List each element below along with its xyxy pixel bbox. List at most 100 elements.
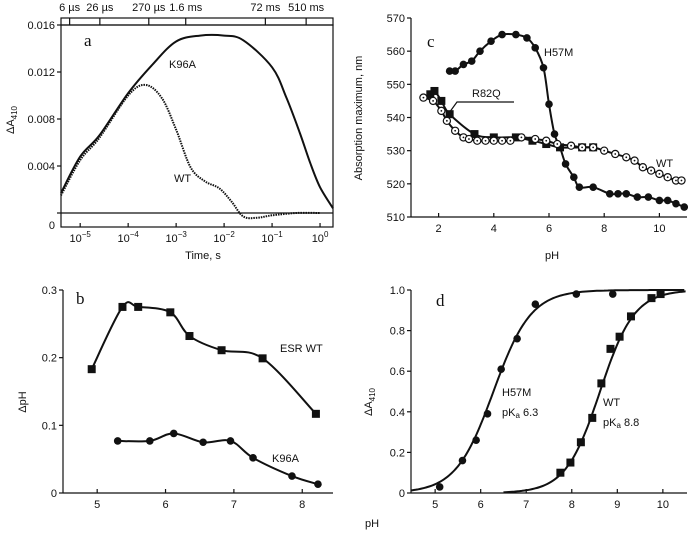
c-point-center-wt — [476, 139, 479, 142]
a-y-tick-label: 0.016 — [27, 20, 55, 32]
c-point-r82q — [445, 110, 454, 119]
c-point-center-wt — [680, 179, 683, 182]
c-point-h57m — [459, 60, 468, 69]
b-point-k96a — [249, 454, 257, 462]
a-top-tick-label: 510 ms — [288, 2, 325, 14]
d-pka-label-wt: pKa 8.8 — [603, 417, 639, 430]
b-x-tick-label: 7 — [231, 499, 237, 511]
a-y-tick-label: 0.012 — [27, 67, 55, 79]
d-point-h57m — [472, 436, 480, 445]
c-point-center-wt — [534, 138, 537, 140]
c-point-h57m — [605, 189, 614, 198]
a-line-k96a — [60, 33, 334, 209]
d-fit-curve-h57m — [410, 289, 685, 492]
c-point-r82q — [556, 143, 565, 152]
b-point-k96a — [113, 437, 122, 445]
b-point-esr-wt — [166, 308, 175, 317]
a-top-tick-label: 26 µs — [86, 2, 114, 14]
c-x-tick-label: 4 — [491, 223, 497, 235]
c-point-h57m — [476, 47, 484, 55]
c-point-h57m — [498, 30, 506, 39]
d-point-h57m — [513, 334, 521, 343]
a-top-tick-label: 6 µs — [59, 2, 81, 14]
c-point-center-wt — [445, 119, 448, 122]
c-series-label-wt: WT — [656, 158, 673, 170]
d-point-wt — [597, 379, 606, 388]
a-series-label-k96a: K96A — [169, 59, 197, 71]
c-point-center-wt — [581, 146, 584, 149]
c-y-tick-label: 560 — [387, 46, 405, 58]
panel-label-b: b — [76, 289, 85, 308]
c-point-center-wt — [658, 172, 661, 175]
c-y-tick-label: 520 — [387, 179, 405, 191]
b-ylabel: ΔpH — [17, 391, 29, 412]
c-point-r82q — [437, 96, 446, 105]
c-point-h57m — [589, 183, 597, 191]
b-x-tick-label: 5 — [94, 499, 100, 511]
d-point-wt — [556, 468, 565, 477]
c-point-r82q — [426, 90, 435, 99]
panel-label-c: c — [427, 32, 435, 51]
b-y-tick-label: 0.1 — [42, 420, 57, 432]
b-point-esr-wt — [118, 302, 127, 311]
c-point-center-wt — [650, 169, 653, 172]
c-x-tick-label: 2 — [436, 223, 442, 235]
c-point-h57m — [539, 63, 548, 72]
c-point-center-wt — [501, 139, 503, 142]
c-point-center-wt — [570, 144, 572, 147]
a-x-tick-label: 10−3 — [165, 230, 187, 245]
c-point-center-wt — [440, 109, 443, 112]
c-point-h57m — [622, 189, 631, 198]
c-point-h57m — [561, 160, 570, 168]
d-x-tick-label: 9 — [614, 499, 620, 511]
a-y-tick-label: 0.008 — [27, 114, 55, 126]
b-x-tick-label: 6 — [162, 499, 168, 511]
d-x-tick-label: 6 — [478, 499, 484, 511]
c-x-tick-label: 10 — [653, 223, 665, 235]
a-top-tick-label: 72 ms — [250, 2, 280, 14]
a-xlabel: Time, s — [185, 250, 221, 262]
c-y-tick-label: 530 — [387, 146, 405, 158]
c-point-r82q — [470, 130, 479, 139]
c-point-center-wt — [641, 166, 644, 169]
c-point-center-wt — [462, 136, 465, 139]
c-point-h57m — [523, 34, 531, 42]
b-y-tick-label: 0.3 — [42, 285, 57, 297]
a-ylabel: ΔA410 — [5, 105, 19, 134]
b-point-k96a — [169, 429, 178, 438]
c-y-tick-label: 540 — [387, 113, 405, 125]
c-point-h57m — [467, 57, 476, 65]
c-fit-curve-h57m — [449, 32, 685, 209]
c-point-center-wt — [603, 149, 606, 152]
d-point-wt — [615, 332, 624, 341]
c-point-h57m — [655, 196, 664, 205]
c-point-h57m — [644, 193, 653, 201]
b-point-esr-wt — [134, 302, 143, 311]
c-point-h57m — [512, 30, 520, 39]
b-point-k96a — [226, 437, 235, 445]
d-point-h57m — [531, 300, 540, 309]
d-pka-label-h57m: pKa 6.3 — [502, 407, 538, 420]
d-point-wt — [588, 413, 597, 422]
a-top-tick-label: 270 µs — [132, 2, 166, 14]
c-point-center-wt — [556, 143, 559, 145]
c-point-center-wt — [633, 159, 636, 162]
c-x-tick-label: 6 — [546, 223, 552, 235]
c-point-center-wt — [675, 179, 677, 182]
c-y-tick-label: 510 — [387, 212, 405, 224]
panel-label-d: d — [436, 291, 445, 310]
c-point-h57m — [575, 183, 584, 191]
a-x-tick-label: 100 — [312, 230, 329, 245]
c-series-label-h57m: H57M — [544, 47, 573, 59]
c-point-h57m — [487, 37, 495, 46]
c-point-h57m — [550, 130, 559, 138]
d-series-label-h57m: H57M — [502, 387, 531, 399]
a-plot-frame — [60, 24, 334, 228]
chart-marks: 0 0.004 0.008 0.012 0.016 10−5 10−4 10−3 10−2 10−… — [27, 2, 688, 511]
d-x-tick-label: 5 — [432, 499, 438, 511]
d-point-wt — [576, 438, 585, 447]
b-point-k96a — [199, 438, 207, 447]
c-point-center-wt — [545, 139, 548, 142]
d-y-tick-label: 1.0 — [390, 285, 405, 297]
d-series-label-wt: WT — [603, 397, 620, 409]
